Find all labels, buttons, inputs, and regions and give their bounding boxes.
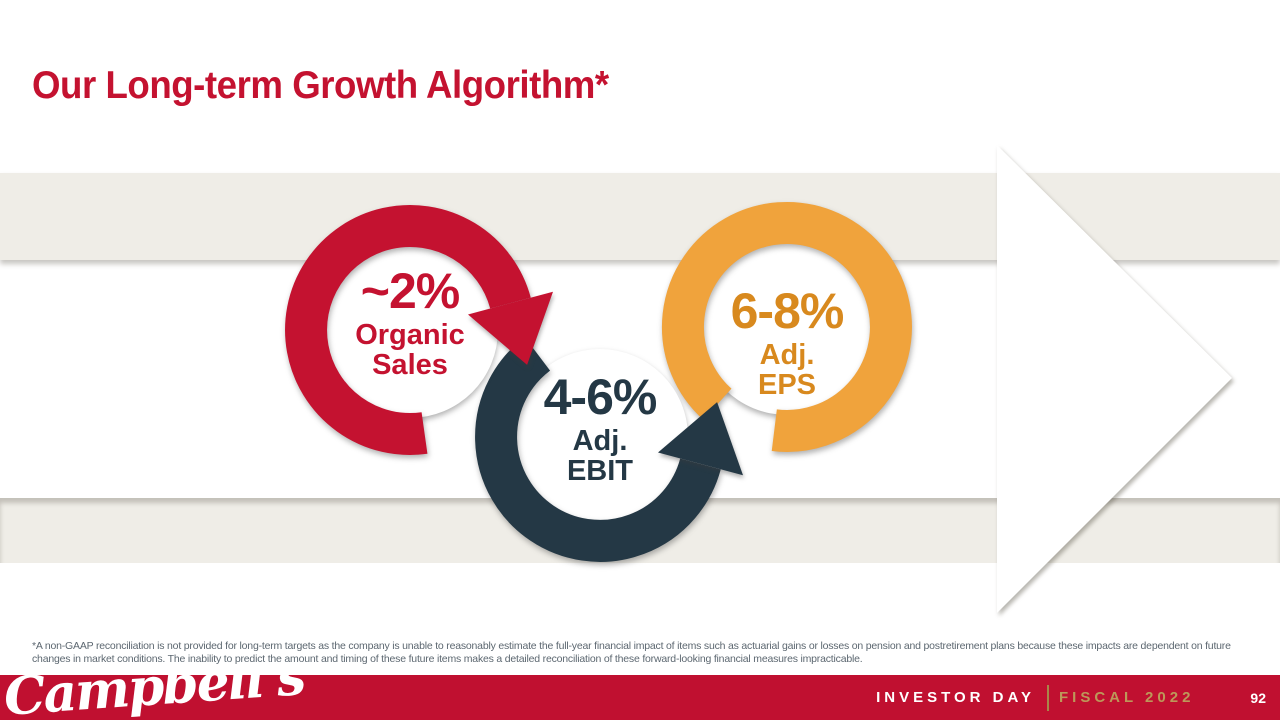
red-arrowhead-icon: [468, 291, 553, 365]
footer-bar: Campbell's INVESTOR DAY FISCAL 2022 92: [0, 675, 1280, 720]
orange-inner-circle: [699, 239, 875, 415]
navy-arrowhead-icon: [658, 402, 743, 476]
adj-eps-label: Adj. EPS: [757, 339, 817, 401]
red-cycle-arrow: [285, 205, 531, 455]
footer-divider: [1046, 684, 1049, 711]
orange-ring: [661, 202, 912, 452]
flow-arrowhead-icon: [997, 145, 1232, 613]
red-cycle-arrow-group: [285, 205, 553, 455]
investor-day-label: INVESTOR DAY: [876, 689, 1035, 706]
step-adj-eps: 6-8% Adj. EPS: [675, 286, 899, 401]
adj-ebit-label: Adj. EBIT: [566, 425, 634, 487]
step-organic-sales: ~2% Organic Sales: [298, 266, 522, 381]
navy-inner-circle: [512, 349, 688, 525]
page-title: Our Long-term Growth Algorithm*: [32, 64, 609, 107]
fiscal-year-label: FISCAL 2022: [1058, 689, 1195, 706]
organic-sales-label: Organic Sales: [355, 319, 465, 381]
orange-ring-group: [661, 202, 912, 452]
footer-right: INVESTOR DAY FISCAL 2022 92: [876, 675, 1266, 720]
campbells-logo: Campbell's: [2, 675, 307, 720]
footnote-line-1: *A non-GAAP reconciliation is not provid…: [32, 640, 1231, 652]
step-adj-ebit: 4-6% Adj. EBIT: [488, 372, 712, 487]
navy-cycle-arrow: [475, 337, 721, 562]
page-number: 92: [1250, 689, 1266, 706]
organic-sales-value: ~2%: [360, 263, 460, 319]
footnote: *A non-GAAP reconciliation is not provid…: [32, 640, 1272, 666]
adj-ebit-value: 4-6%: [543, 369, 658, 425]
adj-eps-value: 6-8%: [730, 283, 845, 339]
red-inner-circle: [322, 242, 498, 418]
footnote-line-2: changes in market conditions. The inabil…: [32, 652, 863, 665]
navy-cycle-arrow-group: [475, 337, 743, 562]
